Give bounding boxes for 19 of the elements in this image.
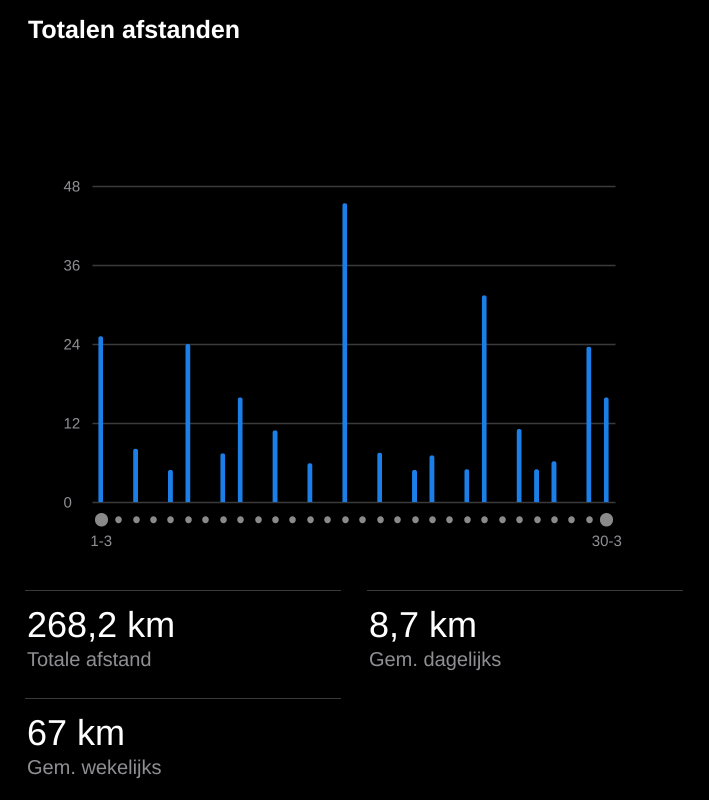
y-tick-label: 24	[64, 336, 80, 354]
y-tick-label: 12	[64, 416, 80, 432]
text: 268,2 km	[27, 604, 176, 645]
text: Gem. wekelijks	[27, 756, 162, 781]
text: 8,7 km	[369, 604, 478, 645]
text: Totale afstand	[27, 648, 152, 673]
x-tick-label: 1-3	[90, 533, 112, 550]
text: Gem. dagelijks	[369, 648, 502, 673]
x-tick-label: 30-3	[592, 533, 622, 550]
bar	[342, 203, 348, 502]
bar	[185, 344, 190, 502]
y-tick-label: 0	[64, 494, 72, 512]
text: 67 km	[27, 712, 126, 753]
bar	[482, 295, 487, 502]
chart-title: Totalen afstanden	[28, 16, 240, 44]
bar	[586, 346, 592, 502]
bar	[98, 336, 104, 502]
y-tick-label: 36	[64, 258, 80, 274]
y-tick-label: 48	[64, 178, 80, 196]
